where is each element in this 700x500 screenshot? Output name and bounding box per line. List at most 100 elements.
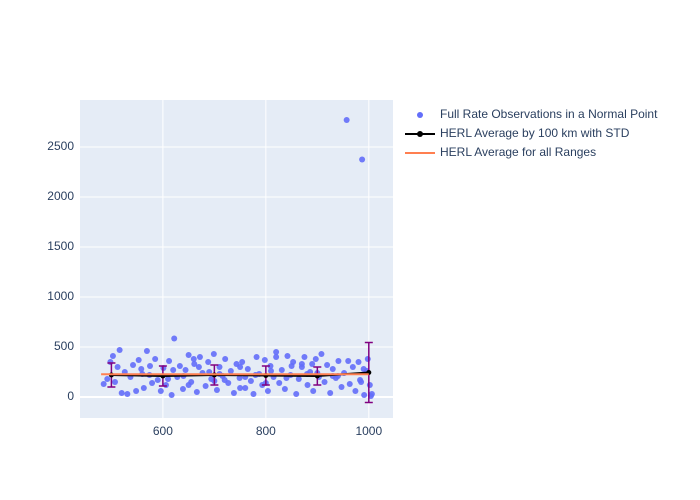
point (116, 347, 123, 353)
point (281, 386, 288, 392)
point (104, 376, 111, 382)
point (195, 364, 202, 370)
point (210, 351, 217, 357)
point (179, 386, 186, 392)
point (157, 388, 164, 394)
point (196, 354, 203, 360)
point (264, 388, 271, 394)
point (100, 381, 107, 387)
point (227, 368, 234, 374)
point (166, 358, 173, 364)
point (171, 335, 178, 342)
x-tick-label: 600 (153, 424, 173, 438)
y-tick-label: 0 (67, 389, 74, 403)
point (182, 367, 189, 373)
point (349, 364, 356, 370)
point (143, 348, 150, 354)
point (267, 363, 274, 369)
y-tick-label: 2000 (47, 189, 74, 203)
point (237, 364, 244, 370)
point (310, 388, 317, 394)
point (327, 390, 334, 396)
point (168, 392, 175, 398)
point (355, 359, 362, 365)
point (329, 366, 336, 372)
point (359, 156, 366, 163)
point (239, 359, 246, 365)
point (361, 392, 368, 398)
point (170, 367, 177, 373)
point (191, 361, 198, 367)
point (278, 367, 285, 373)
point (152, 356, 159, 362)
point (162, 382, 169, 388)
point (193, 389, 200, 395)
point (273, 349, 280, 355)
point (222, 356, 229, 362)
legend-label: HERL Average for all Ranges (440, 145, 596, 159)
point (202, 383, 209, 389)
point (140, 385, 147, 391)
point (321, 379, 328, 385)
y-tick-label: 1500 (47, 239, 74, 253)
point (301, 354, 308, 360)
point (244, 366, 251, 372)
y-tick-label: 1000 (47, 289, 74, 303)
point (358, 379, 365, 385)
point (114, 364, 121, 370)
point (338, 384, 345, 390)
point (253, 354, 260, 360)
legend-marker (417, 112, 423, 118)
point (124, 391, 131, 397)
point (185, 382, 192, 388)
y-tick-label: 2500 (47, 139, 74, 153)
point (221, 377, 228, 383)
y-tick-label: 500 (54, 339, 74, 353)
point (107, 359, 114, 365)
point (138, 366, 145, 372)
point (230, 390, 237, 396)
point (147, 363, 154, 369)
point (165, 376, 172, 382)
point (343, 117, 350, 123)
x-tick-label: 800 (256, 424, 276, 438)
point (318, 351, 325, 357)
point (185, 352, 192, 358)
point (360, 366, 367, 372)
point (276, 380, 283, 386)
point (133, 388, 140, 394)
point (190, 356, 197, 362)
point (154, 377, 161, 383)
point (284, 353, 291, 359)
point (112, 379, 119, 385)
point (261, 357, 268, 363)
point (346, 381, 353, 387)
point (118, 390, 125, 396)
point (335, 358, 342, 364)
point (312, 356, 319, 362)
point (364, 356, 371, 362)
point (352, 388, 359, 394)
point (213, 387, 220, 393)
point (109, 353, 116, 359)
point (295, 376, 302, 382)
point (237, 385, 244, 391)
point (250, 391, 257, 397)
point (135, 357, 142, 363)
point (324, 362, 331, 368)
point (309, 361, 316, 367)
point (304, 382, 311, 388)
point (288, 363, 295, 369)
point (205, 359, 212, 365)
point (366, 382, 373, 388)
legend-label: HERL Average by 100 km with STD (440, 126, 630, 140)
point (298, 361, 305, 367)
x-tick-label: 1000 (355, 424, 382, 438)
point (273, 354, 280, 360)
point (236, 375, 243, 381)
point (345, 358, 352, 364)
point (130, 362, 137, 368)
legend-label: Full Rate Observations in a Normal Point (440, 107, 658, 121)
point (267, 368, 274, 374)
